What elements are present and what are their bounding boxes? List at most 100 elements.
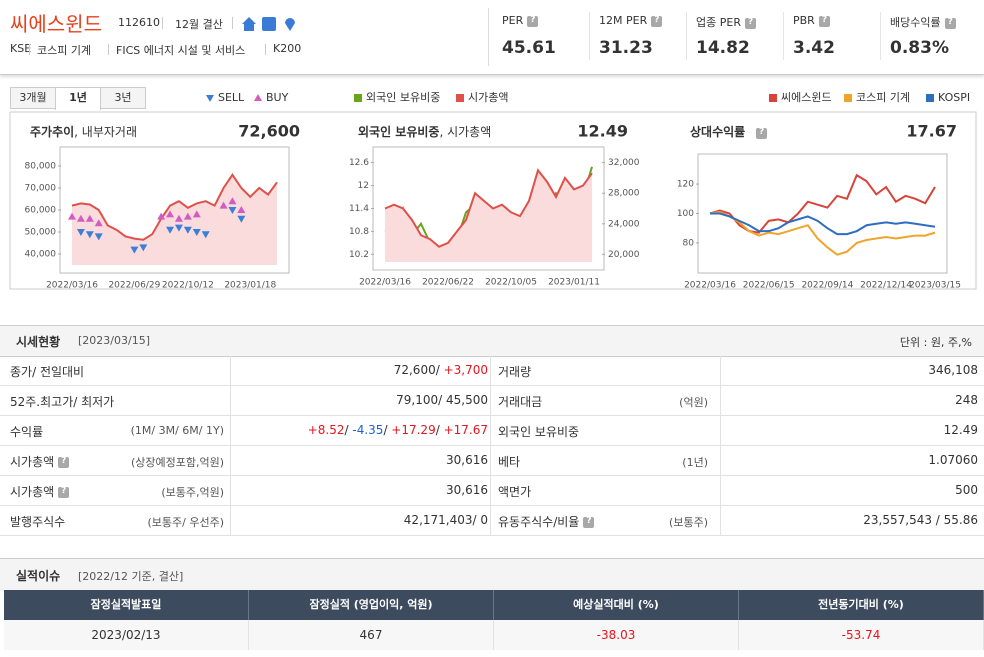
phone-icon[interactable] bbox=[262, 17, 276, 31]
row-label: 시가총액 bbox=[10, 453, 70, 470]
tab[interactable]: 3개월 bbox=[10, 87, 56, 109]
legend-label: BUY bbox=[266, 91, 289, 104]
section-title: 실적이슈 bbox=[16, 569, 61, 583]
trade-marker bbox=[237, 206, 246, 213]
help-icon[interactable] bbox=[944, 17, 956, 29]
trade-marker bbox=[85, 231, 94, 239]
header-sep bbox=[488, 8, 489, 66]
tick-label: 28,000 bbox=[608, 189, 640, 199]
tick-label: 80 bbox=[683, 238, 695, 248]
trade-marker bbox=[166, 210, 175, 218]
metric-label: 12M PER bbox=[599, 14, 663, 27]
trade-marker bbox=[130, 246, 139, 254]
legend-label: 시가총액 bbox=[468, 91, 508, 104]
legend-label: 씨에스윈드 bbox=[781, 90, 832, 104]
x-tick-label: 2022/12/14 bbox=[860, 281, 912, 291]
value-part: / bbox=[344, 423, 353, 437]
row-value: 72,600/ +3,700 bbox=[394, 363, 488, 377]
home-icon[interactable] bbox=[242, 17, 256, 31]
trade-marker bbox=[228, 207, 237, 214]
x-tick-label: 2022/09/14 bbox=[801, 281, 853, 291]
help-icon[interactable] bbox=[651, 15, 663, 27]
tick-label: 100 bbox=[677, 209, 694, 219]
row-note: (보통주) bbox=[669, 516, 708, 529]
tick-label: 10.2 bbox=[349, 250, 369, 260]
row-line bbox=[0, 415, 984, 416]
help-icon[interactable] bbox=[744, 17, 756, 29]
tab[interactable]: 1년 bbox=[55, 87, 101, 110]
tag: KSE bbox=[10, 42, 32, 55]
help-icon[interactable] bbox=[58, 456, 70, 468]
value-part: 12.49 bbox=[943, 423, 978, 437]
metric-label: 업종 PER bbox=[696, 14, 756, 30]
sep bbox=[686, 12, 687, 60]
metric-label: 배당수익률 bbox=[890, 14, 956, 30]
trade-marker bbox=[94, 233, 103, 241]
sep bbox=[880, 12, 881, 60]
help-icon[interactable] bbox=[58, 486, 70, 498]
tab[interactable]: 3년 bbox=[100, 87, 146, 109]
tag: FICS 에너지 시설 및 서비스 bbox=[116, 44, 246, 57]
metric-value: 45.61 bbox=[502, 38, 556, 58]
tag: 코스피 기계 bbox=[37, 44, 92, 57]
chart-title: 주가추이, 내부자거래 bbox=[30, 124, 137, 139]
value-part: 79,100/ 45,500 bbox=[396, 393, 488, 407]
row-value: 42,171,403/ 0 bbox=[404, 513, 488, 527]
legend-label: 외국인 보유비중 bbox=[366, 91, 440, 104]
help-icon[interactable] bbox=[583, 516, 595, 528]
section-bg bbox=[0, 325, 984, 357]
line bbox=[710, 212, 936, 236]
row-label: 거래대금 bbox=[498, 393, 542, 410]
legend-swatch bbox=[456, 94, 464, 102]
row-label: 52주.최고가/ 최저가 bbox=[10, 393, 114, 410]
value-part: 30,616 bbox=[446, 453, 488, 467]
help-icon[interactable] bbox=[818, 15, 830, 27]
metric-label: PBR bbox=[793, 14, 830, 27]
row-note: (억원) bbox=[679, 396, 708, 409]
value-part: +8.52 bbox=[307, 423, 345, 437]
header-icons bbox=[242, 17, 295, 31]
section-date: [2023/03/15] bbox=[78, 334, 150, 347]
th: 잠정실적 (영업이익, 억원) bbox=[249, 590, 494, 620]
row-label-text: 52주.최고가/ 최저가 bbox=[10, 395, 115, 409]
x-tick-label: 2022/03/16 bbox=[684, 281, 736, 291]
row-value: 248 bbox=[955, 393, 978, 407]
value-part: 23,557,543 / 55.86 bbox=[863, 513, 978, 527]
legend-label: 코스피 기계 bbox=[856, 91, 910, 104]
trade-marker bbox=[68, 212, 76, 220]
title-text: 상대수익률 bbox=[690, 124, 745, 139]
row-value: 346,108 bbox=[928, 363, 978, 377]
row-label: 외국인 보유비중 bbox=[498, 423, 579, 440]
tick-label: 32,000 bbox=[608, 158, 640, 168]
metric-label-text: 12M PER bbox=[599, 14, 648, 27]
metric-label-text: 업종 PER bbox=[696, 16, 741, 29]
section-bg bbox=[0, 558, 984, 591]
tick-label: 80,000 bbox=[25, 162, 57, 172]
help-icon[interactable] bbox=[756, 127, 767, 139]
sep bbox=[589, 12, 590, 60]
subtitle-text: , 시가총액 bbox=[439, 125, 491, 139]
tick-label: 11.4 bbox=[349, 204, 369, 214]
headline: 12.49 bbox=[577, 122, 628, 141]
row-label-text: 거래량 bbox=[498, 365, 532, 379]
trade-marker bbox=[201, 231, 210, 239]
title-text: 외국인 보유비중 bbox=[358, 124, 439, 139]
section-note: [2022/12 기준, 결산] bbox=[78, 570, 184, 583]
title-text: 주가추이 bbox=[30, 124, 74, 139]
trade-marker bbox=[237, 215, 246, 223]
legend-marker bbox=[206, 95, 214, 102]
value-part: 42,171,403/ 0 bbox=[403, 513, 488, 527]
x-tick-label: 2022/03/16 bbox=[46, 281, 98, 291]
col-line bbox=[490, 356, 491, 536]
td: 2023/02/13 bbox=[4, 620, 249, 650]
help-icon[interactable] bbox=[527, 15, 539, 27]
sep bbox=[232, 17, 233, 29]
map-icon[interactable] bbox=[285, 18, 295, 31]
chart-frame bbox=[9, 111, 977, 290]
col-line bbox=[230, 356, 231, 536]
row-label-text: 외국인 보유비중 bbox=[498, 425, 580, 439]
value-part: 500 bbox=[955, 483, 978, 497]
value-part: +17.67 bbox=[443, 423, 488, 437]
row-value: 30,616 bbox=[446, 483, 488, 497]
legend-swatch bbox=[769, 94, 777, 102]
